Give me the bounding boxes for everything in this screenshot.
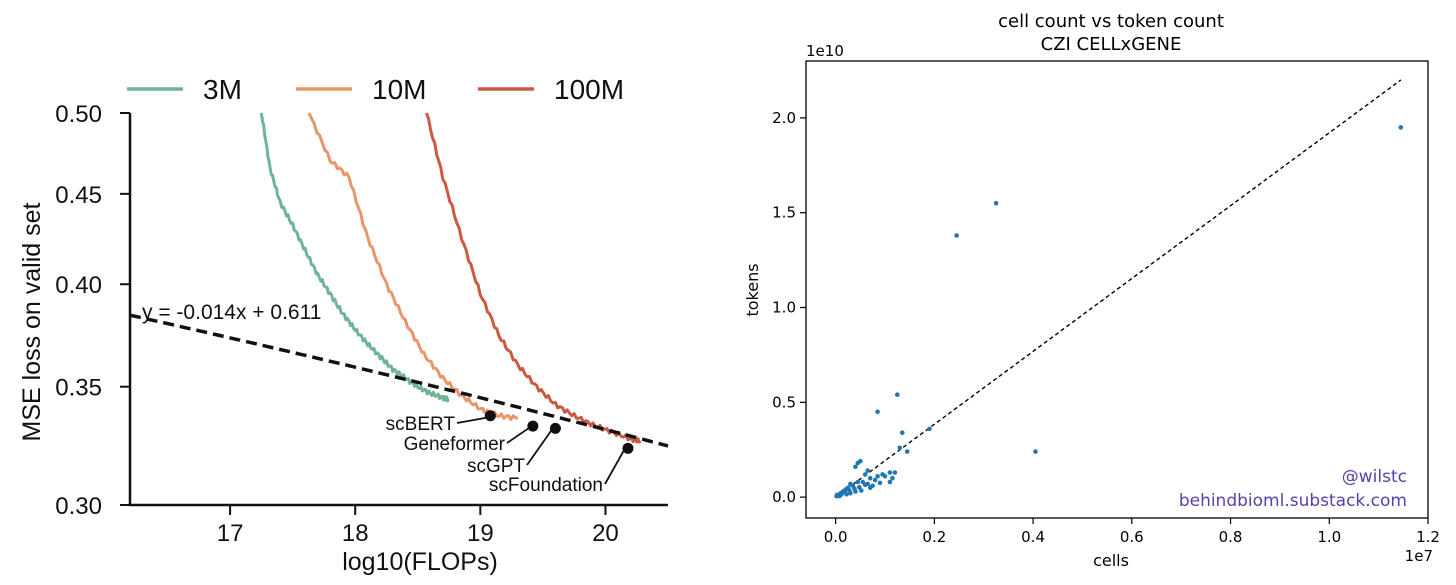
y-tick-label: 0.30 <box>55 493 102 520</box>
x-tick-label: 19 <box>467 520 494 547</box>
model-point-scFoundation <box>622 442 634 454</box>
scatter-point <box>848 481 853 487</box>
scatter-point <box>1398 125 1404 130</box>
legend: 3M 10M 100M <box>127 74 624 105</box>
scatter-point <box>834 492 840 498</box>
x-multiplier-label: 1e7 <box>1405 547 1433 565</box>
series-line-10M <box>307 112 519 421</box>
chart-title: cell count vs token count <box>998 11 1224 32</box>
scatter-point <box>862 472 868 477</box>
y-tick-label: 0.50 <box>55 101 102 128</box>
model-point-scGPT <box>549 422 561 434</box>
model-leader-line <box>604 449 625 485</box>
scatter-point <box>865 481 870 487</box>
scatter-point <box>855 479 861 485</box>
x-tick-label: 0.4 <box>1021 528 1045 546</box>
x-tick-label: 0.0 <box>824 528 848 546</box>
model-label: scGPT <box>467 456 525 477</box>
cell-token-scatter-chart: cell count vs token count CZI CELLxGENE … <box>743 11 1440 570</box>
x-tick-label: 0.6 <box>1120 528 1144 546</box>
scatter-point <box>872 477 878 483</box>
scatter-point <box>904 449 910 454</box>
x-axis-label: cells <box>1093 551 1129 570</box>
x-tick-label: 0.8 <box>1219 528 1243 546</box>
model-label: Geneformer <box>404 434 506 455</box>
chart-subtitle: CZI CELLxGENE <box>1041 34 1182 55</box>
model-label: scFoundation <box>489 475 603 496</box>
scatter-point <box>853 464 858 470</box>
model-label: scBERT <box>386 414 456 435</box>
axes: 0.30 0.35 0.40 0.45 0.50 17 18 19 20 <box>55 101 668 547</box>
scatter-point <box>859 488 864 493</box>
scatter-point <box>882 474 888 479</box>
scatter-point <box>927 426 932 432</box>
scatter-point <box>848 491 853 496</box>
x-tick-label: 1.0 <box>1317 528 1341 546</box>
y-tick-label: 1.0 <box>772 299 796 317</box>
model-point-Geneformer <box>527 420 539 432</box>
x-tick-label: 1.2 <box>1416 528 1440 546</box>
fit-line-group: y = -0.014x + 0.611 <box>129 301 669 448</box>
scatter-point <box>954 233 959 238</box>
y-tick-label: 0.5 <box>772 393 796 411</box>
x-tick-label: 20 <box>592 520 619 547</box>
model-leader-line <box>526 429 553 466</box>
x-tick-label: 17 <box>217 520 244 547</box>
y-axis-label: tokens <box>743 263 762 316</box>
scatter-point <box>887 470 893 475</box>
reference-line-group <box>835 79 1402 498</box>
y-tick-label: 0.45 <box>55 182 102 209</box>
model-leader-line <box>456 416 487 424</box>
scatter-point <box>897 445 903 451</box>
x-tick-label: 0.2 <box>922 528 946 546</box>
scatter-point <box>892 470 898 475</box>
y-tick-label: 0.35 <box>55 375 102 402</box>
legend-label-10M: 10M <box>372 74 426 105</box>
scatter-point <box>865 468 870 473</box>
watermark-site: behindbioml.substack.com <box>1179 491 1407 511</box>
legend-label-100M: 100M <box>554 74 624 105</box>
reference-line <box>835 79 1402 498</box>
axes: 0.0 0.2 0.4 0.6 0.8 1.0 1.2 0.0 0.5 1.0 1.5 2.0 <box>772 60 1440 546</box>
model-point-scBERT <box>484 410 496 422</box>
scatter-point <box>844 492 849 497</box>
scatter-point <box>890 475 895 481</box>
scatter-point <box>853 489 858 494</box>
series-line-3M <box>259 112 450 403</box>
scatter-point <box>875 474 880 479</box>
y-tick-label: 0.40 <box>55 272 102 299</box>
fit-line-label: y = -0.014x + 0.611 <box>142 301 321 324</box>
scatter-point <box>875 409 880 415</box>
scatter-point <box>993 200 999 206</box>
y-tick-label: 2.0 <box>772 109 796 127</box>
x-tick-label: 18 <box>342 520 369 547</box>
y-multiplier-label: 1e10 <box>806 42 844 60</box>
y-axis-label: MSE loss on valid set <box>18 202 46 441</box>
plot-frame <box>805 60 1429 519</box>
y-tick-label: 1.5 <box>772 204 796 222</box>
scatter-point <box>900 430 905 436</box>
model-leader-line <box>506 427 530 444</box>
scatter-point <box>867 485 873 491</box>
scatter-point <box>1033 449 1038 454</box>
legend-label-3M: 3M <box>203 74 242 105</box>
scatter-point <box>867 475 873 481</box>
scatter-point <box>887 479 893 485</box>
series-lines <box>259 112 642 444</box>
scatter-point <box>877 480 883 486</box>
scaling-law-chart: 3M 10M 100M y = -0.014x + 0.611 scBERTGene… <box>18 74 669 576</box>
x-axis-label: log10(FLOPs) <box>342 548 498 576</box>
scatter-point <box>895 392 900 398</box>
scatter-points <box>834 125 1404 499</box>
watermark-handle: @wilstc <box>1342 467 1407 487</box>
y-tick-label: 0.0 <box>772 488 796 506</box>
fit-line <box>129 313 669 448</box>
scatter-point <box>858 458 863 464</box>
